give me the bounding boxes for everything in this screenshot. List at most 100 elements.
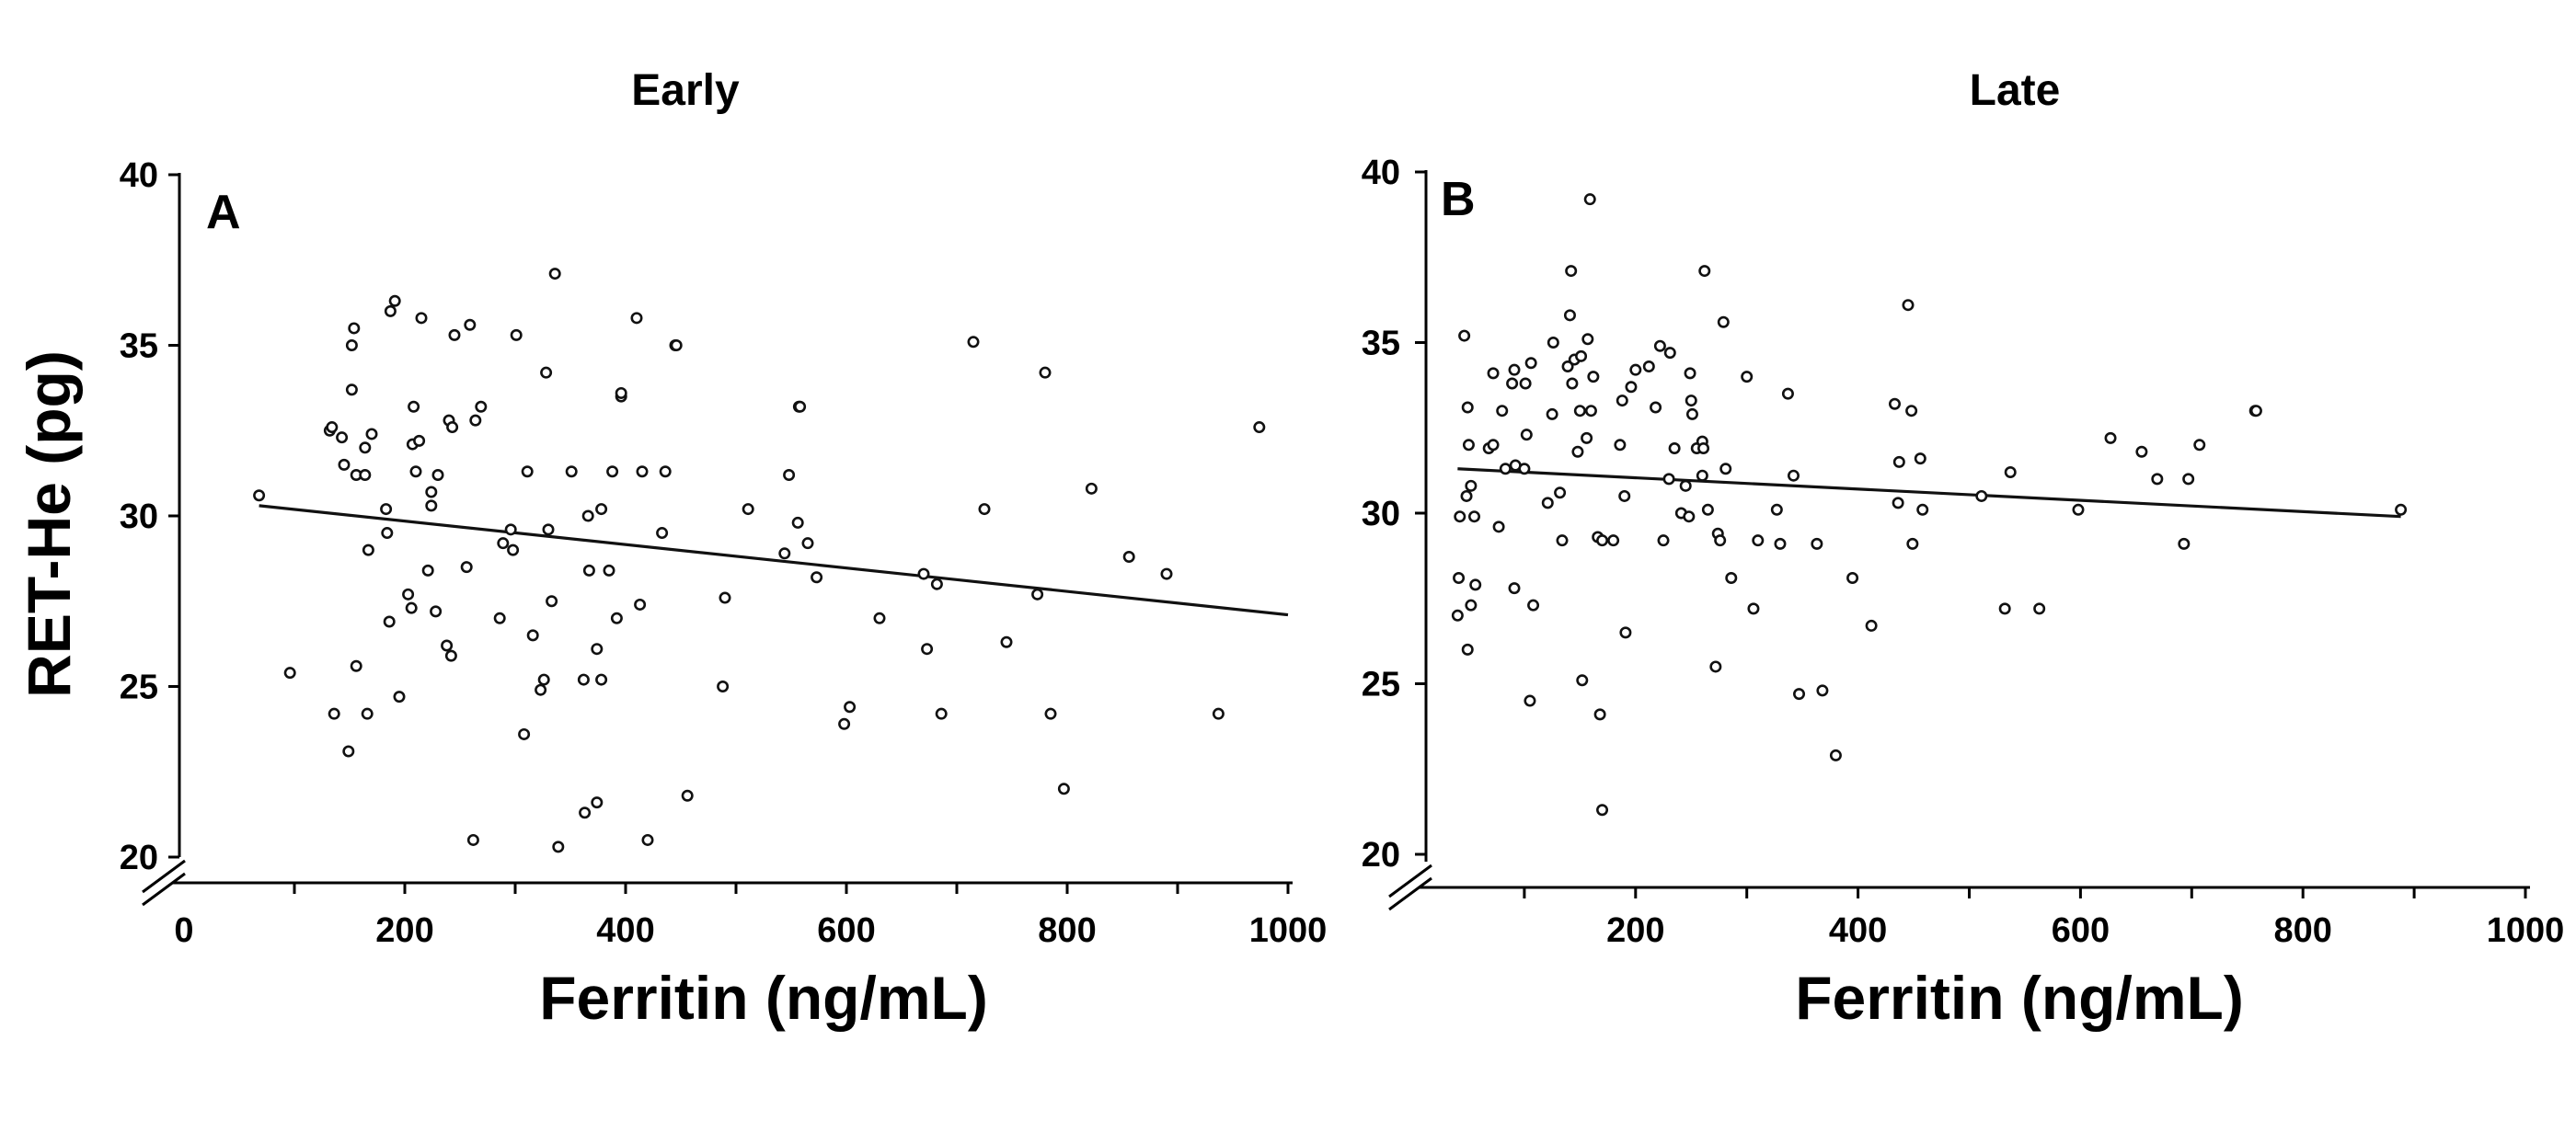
panel-b-data-point [1770, 503, 1783, 516]
panel-b-data-point [1462, 439, 1475, 452]
panel-b-data-point [1527, 599, 1540, 612]
panel-b-x-tick-label: 1000 [2487, 911, 2565, 950]
panel-b-data-point [1593, 708, 1606, 721]
panel-b-data-point [1573, 405, 1586, 418]
panel-a-data-point [431, 468, 444, 481]
panel-b-data-point [1719, 463, 1732, 475]
panel-b-data-point [1496, 405, 1509, 418]
panel-a-data-point [381, 527, 394, 540]
panel-a-data-point [336, 431, 349, 444]
panel-a-data-point [634, 598, 647, 611]
panel-a-data-point [350, 659, 362, 672]
panel-a-data-point [811, 571, 823, 584]
panel-b-x-tick-label: 200 [1606, 911, 1664, 950]
panel-a-data-point [582, 564, 595, 577]
panel-a-data-point [935, 707, 948, 720]
panel-a-data-point [591, 796, 604, 809]
panel-b-data-point [1546, 407, 1558, 420]
panel-b-title: Late [1970, 66, 2061, 115]
panel-a-data-point [425, 499, 438, 512]
panel-b-data-point [2033, 602, 2046, 615]
panel-a-data-point [546, 595, 558, 608]
panel-a-data-point [497, 537, 510, 550]
panel-a-data-point [615, 386, 627, 399]
panel-a-data-point [460, 561, 473, 574]
panel-b-x-tick-label: 400 [1829, 911, 1887, 950]
panel-a-data-point [540, 366, 553, 379]
panel-b-data-point [2135, 445, 2148, 458]
panel-b-data-point [1701, 503, 1714, 516]
panel-a-data-point [967, 336, 980, 349]
panel-a-data-point [521, 465, 534, 478]
panel-a-x-tick-label: 400 [596, 911, 654, 950]
panel-b-data-point [1576, 674, 1589, 687]
panel-a-data-point [659, 465, 672, 478]
panel-a-data-point [444, 649, 457, 662]
panel-a-data-point [409, 465, 422, 478]
panel-b-axis-break-mark [1388, 864, 1432, 898]
panel-a-data-point [717, 680, 730, 692]
panel-a-data-point [359, 441, 372, 454]
panel-a-data-point [978, 503, 991, 516]
panel-b-data-point [1888, 397, 1901, 410]
panel-b-y-tick-label: 30 [1362, 495, 1400, 533]
panel-b-data-point [1520, 429, 1533, 441]
panel-a-data-point [656, 527, 669, 540]
panel-b-data-point [1662, 473, 1675, 486]
panel-a-data-point [1212, 707, 1225, 720]
panel-b-axis-break-mark [1388, 876, 1432, 911]
panel-a-data-point [326, 421, 339, 434]
panel-b-data-point [2182, 473, 2195, 486]
panel-b-data-point [1451, 609, 1464, 622]
panel-a-data-point [388, 294, 401, 307]
panel-a-data-point [791, 516, 804, 529]
panel-a-y-tick-label: 40 [120, 156, 158, 195]
panel-b-data-point [1519, 377, 1532, 390]
panel-a-data-point [930, 578, 943, 590]
panel-a-data-point [579, 806, 592, 819]
panel-a-x-axis-label: Ferritin (ng/mL) [539, 964, 988, 1032]
panel-a-data-point [425, 486, 438, 498]
panel-b-data-point [1684, 367, 1696, 380]
panel-b-data-point [1975, 489, 1988, 502]
panel-b-data-point [1698, 265, 1711, 278]
panel-a-data-point [535, 683, 547, 696]
panel-b-data-point [1547, 336, 1559, 349]
panel-a-data-point [405, 601, 418, 614]
panel-b-data-point [1563, 309, 1576, 322]
panel-b-data-point [1584, 405, 1597, 418]
panel-b-data-point [1905, 405, 1918, 418]
panel-a-data-point [413, 434, 426, 447]
panel-a-data-point [595, 673, 608, 686]
panel-a-data-point [359, 468, 372, 481]
panel-b-data-point [1650, 401, 1662, 414]
panel-a-data-point [548, 268, 561, 280]
panel-a-data-point [610, 612, 623, 624]
panel-b-data-point [1774, 537, 1787, 550]
panel-a-data-point [466, 833, 479, 846]
panel-b-data-point [1575, 349, 1588, 362]
panel-a-data-point [603, 564, 615, 577]
panel-b-data-point [2395, 503, 2408, 516]
panel-a-data-point [641, 833, 654, 846]
panel-a-data-point [510, 328, 523, 341]
panel-a-data-point [283, 667, 296, 680]
panel-b-x-tick-label: 800 [2273, 911, 2331, 950]
panel-a-data-point [441, 639, 454, 652]
panel-b-data-point [1892, 455, 1905, 468]
panel-b-data-point [1571, 445, 1584, 458]
panel-b-data-point [1541, 497, 1554, 509]
panel-a-data-point [778, 547, 791, 560]
panel-b-data-point [2193, 439, 2206, 452]
panel-b-data-point [1717, 315, 1730, 328]
panel-a-data-point [542, 523, 555, 536]
panel-a-data-point [844, 701, 857, 714]
panel-b-data-point [1793, 688, 1806, 701]
panel-a-data-point [581, 509, 594, 522]
panel-a-data-point [873, 612, 886, 624]
panel-a-trendline [259, 504, 1289, 617]
panel-a-data-point [328, 707, 340, 720]
panel-b-data-point [1506, 377, 1519, 390]
panel-a-data-point [348, 322, 361, 335]
